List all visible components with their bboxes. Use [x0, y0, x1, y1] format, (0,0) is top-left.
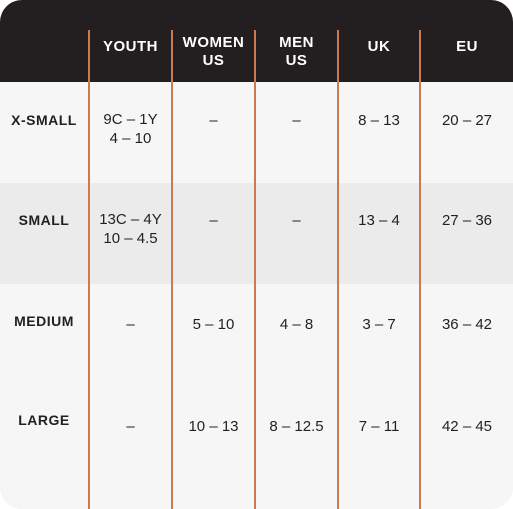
column-header-men-us: MEN US: [279, 34, 314, 69]
row-label-x-small: X-SMALL: [11, 112, 77, 128]
column-divider: [254, 30, 256, 509]
table-cell: 13C – 4Y 10 – 4.5: [99, 211, 162, 247]
table-cell: 8 – 12.5: [269, 418, 324, 435]
row-band-medium: [0, 284, 513, 385]
table-cell: 7 – 11: [358, 418, 400, 435]
table-cell: 5 – 10: [192, 316, 235, 333]
table-cell: 10 – 13: [188, 418, 239, 435]
column-divider: [419, 30, 421, 509]
column-header-women-us: WOMEN US: [182, 34, 245, 69]
table-cell: 8 – 13: [358, 112, 400, 129]
table-cell: 4 – 8: [279, 316, 314, 333]
column-divider: [171, 30, 173, 509]
table-cell: 36 – 42: [441, 316, 493, 333]
table-cell: –: [126, 418, 135, 435]
column-divider: [88, 30, 90, 509]
row-label-medium: MEDIUM: [14, 313, 74, 329]
table-cell: –: [292, 212, 301, 229]
row-label-large: LARGE: [18, 412, 70, 428]
table-header: [0, 0, 513, 82]
table-cell: –: [292, 112, 301, 129]
column-divider: [337, 30, 339, 509]
table-cell: 42 – 45: [441, 418, 493, 435]
row-band-x-small: [0, 82, 513, 183]
column-header-eu: EU: [456, 38, 478, 55]
row-label-small: SMALL: [18, 212, 70, 228]
table-cell: 13 – 4: [358, 212, 400, 229]
table-cell: 20 – 27: [441, 112, 493, 129]
row-band-small: [0, 183, 513, 284]
column-header-youth: YOUTH: [103, 38, 158, 55]
table-cell: –: [126, 316, 135, 333]
table-cell: –: [209, 112, 218, 129]
table-cell: –: [209, 212, 218, 229]
table-cell: 9C – 1Y 4 – 10: [103, 111, 158, 147]
row-band-large: [0, 385, 513, 509]
column-header-uk: UK: [367, 38, 391, 55]
table-cell: 3 – 7: [362, 316, 396, 333]
table-cell: 27 – 36: [441, 212, 493, 229]
